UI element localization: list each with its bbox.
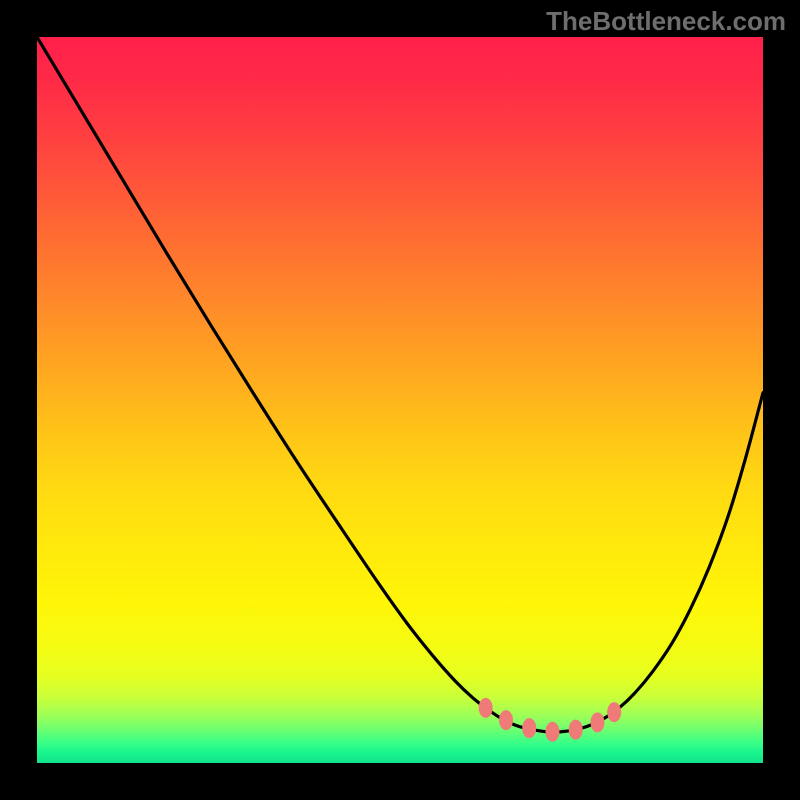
marker-dot	[523, 719, 536, 738]
marker-dot	[546, 722, 559, 741]
chart-frame: TheBottleneck.com	[0, 0, 800, 800]
watermark-text: TheBottleneck.com	[546, 6, 786, 37]
marker-dot	[591, 713, 604, 732]
marker-dot	[479, 698, 492, 717]
marker-dot	[500, 711, 513, 730]
gradient-background	[37, 37, 763, 763]
marker-dot	[608, 703, 621, 722]
plot-svg	[37, 37, 763, 763]
plot-area	[37, 37, 763, 763]
marker-dot	[569, 720, 582, 739]
